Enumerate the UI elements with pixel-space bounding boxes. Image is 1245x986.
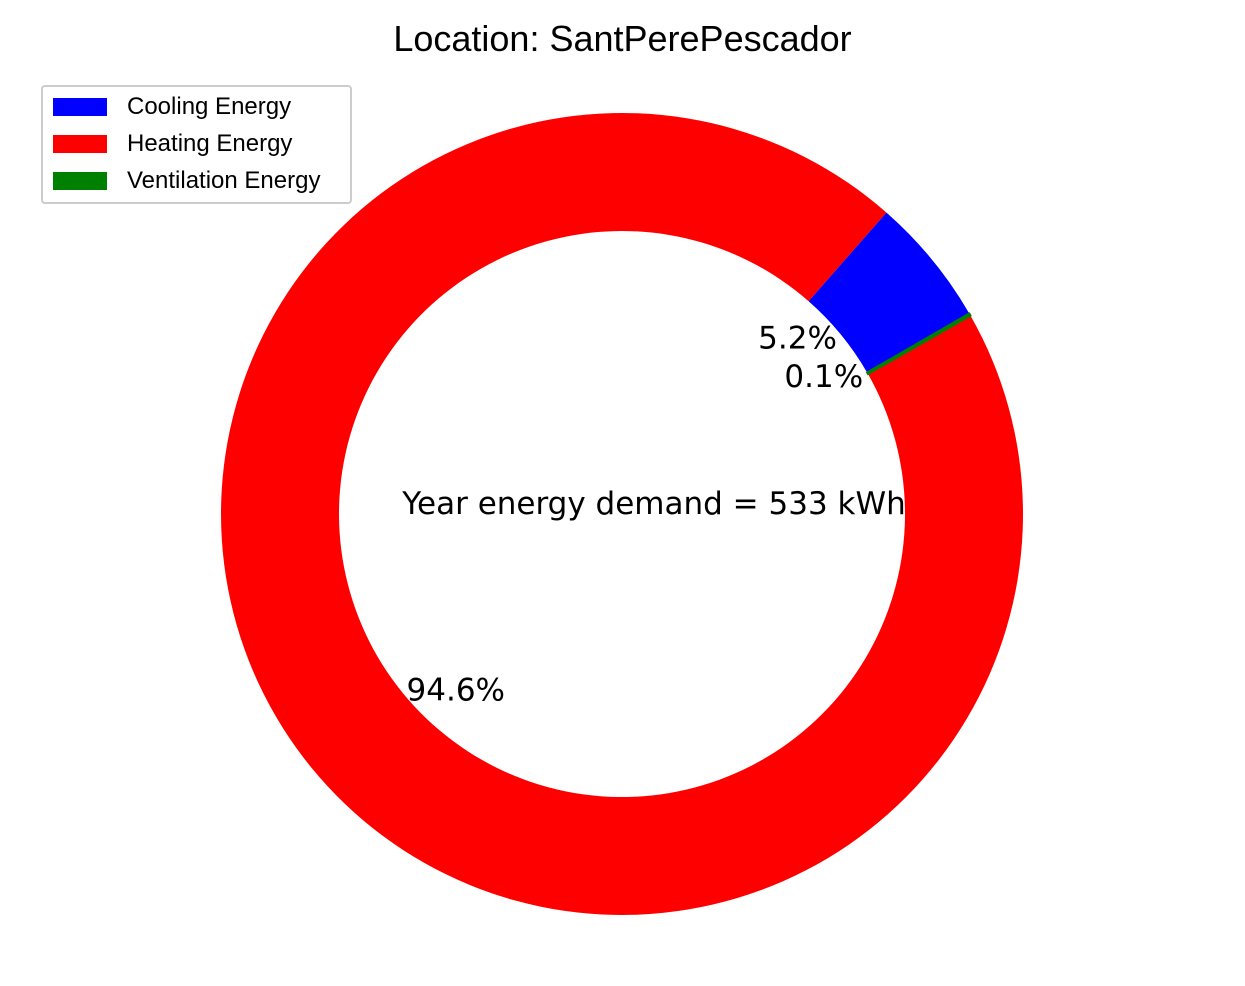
- legend-item-cooling: Cooling Energy: [53, 92, 291, 122]
- legend-label-cooling: Cooling Energy: [127, 93, 292, 120]
- legend-swatch-cooling: [53, 98, 107, 116]
- pct-label-cooling: 5.2%: [758, 321, 837, 357]
- pct-label-ventilation: 0.1%: [784, 359, 863, 395]
- legend-item-heating: Heating Energy: [53, 129, 292, 159]
- slice-heating: [220, 112, 1023, 915]
- center-text: Year energy demand = 533 kWh: [401, 486, 906, 522]
- legend-swatch-heating: [53, 135, 107, 153]
- legend-item-ventilation: Ventilation Energy: [53, 166, 320, 196]
- legend-label-ventilation: Ventilation Energy: [127, 167, 321, 194]
- legend-label-heating: Heating Energy: [127, 130, 293, 157]
- legend: Cooling Energy Heating Energy Ventilatio…: [41, 85, 352, 204]
- chart-title: Location: SantPerePescador: [393, 18, 852, 59]
- slice-cooling: [808, 212, 970, 373]
- slice-ventilation: [865, 312, 972, 376]
- legend-swatch-ventilation: [53, 172, 107, 190]
- pct-label-heating: 94.6%: [407, 673, 505, 709]
